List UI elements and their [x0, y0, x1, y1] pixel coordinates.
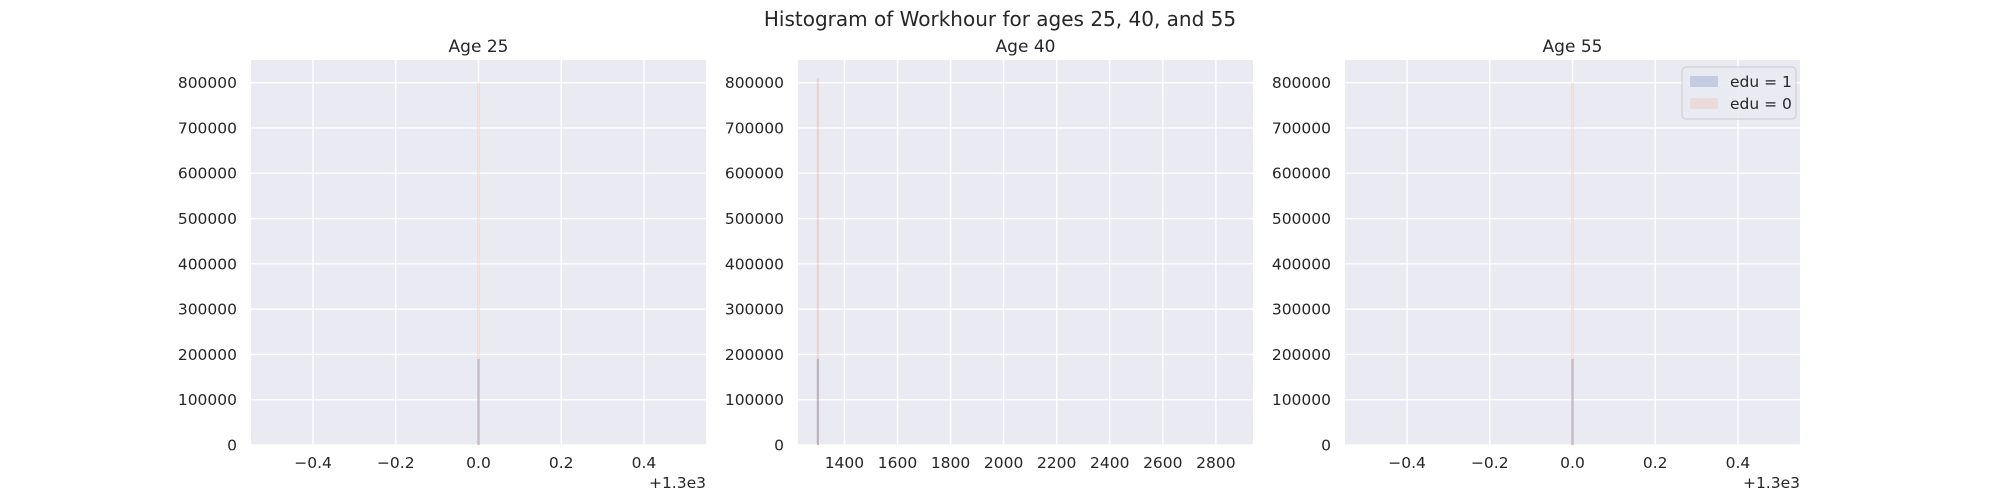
x-tick-label: 0.4 [1726, 454, 1751, 472]
x-tick-label: −0.2 [1471, 454, 1509, 472]
histogram-bar-edu0 [816, 78, 819, 445]
x-tick-label: −0.4 [294, 454, 332, 472]
y-tick-label: 500000 [1272, 210, 1331, 228]
plot-background [798, 60, 1253, 445]
y-tick-label: 0 [774, 437, 784, 455]
y-tick-label: 800000 [725, 74, 784, 92]
histogram-bar-edu1 [1571, 358, 1574, 445]
subplot-age-2: Age 40 0 100000 200000 300000 400000 500000 600… [725, 37, 1253, 472]
legend: edu = 1 edu = 0 [1681, 66, 1797, 120]
y-tick-label: 400000 [1272, 255, 1331, 273]
x-tick-label: 1800 [931, 454, 970, 472]
y-tick-label: 500000 [178, 210, 237, 228]
y-tick-label: 400000 [178, 255, 237, 273]
y-tick-label: 200000 [1272, 346, 1331, 364]
subplot-title: Age 55 [1543, 37, 1603, 57]
x-tick-label: 2600 [1143, 454, 1182, 472]
x-tick-label: 0.0 [1560, 454, 1585, 472]
y-tick-label: 500000 [725, 210, 784, 228]
subplot-title: Age 25 [449, 37, 509, 57]
y-tick-label: 300000 [1272, 301, 1331, 319]
y-tick-label: 600000 [178, 165, 237, 183]
x-tick-label: 2800 [1196, 454, 1235, 472]
y-tick-label: 600000 [725, 165, 784, 183]
y-tick-label: 0 [1321, 437, 1331, 455]
x-tick-label: 1400 [825, 454, 864, 472]
x-offset-label: +1.3e3 [1743, 474, 1800, 492]
y-tick-label: 300000 [725, 301, 784, 319]
subplot-age-1: Age 25 0 100000 200000 300000 400000 500000 600… [178, 37, 706, 492]
x-offset-label: +1.3e3 [649, 474, 706, 492]
y-tick-label: 200000 [725, 346, 784, 364]
subplot-title: Age 40 [996, 37, 1056, 57]
legend-swatch [1690, 98, 1718, 109]
x-tick-label: −0.4 [1388, 454, 1426, 472]
x-tick-label: −0.2 [377, 454, 415, 472]
x-tick-label: 2000 [984, 454, 1023, 472]
x-tick-label: 1600 [878, 454, 917, 472]
x-tick-label: 0.2 [549, 454, 574, 472]
y-tick-label: 100000 [725, 391, 784, 409]
legend-frame [1681, 66, 1797, 120]
y-tick-label: 100000 [1272, 391, 1331, 409]
y-tick-label: 200000 [178, 346, 237, 364]
y-tick-label: 800000 [178, 74, 237, 92]
x-tick-label: 0.2 [1643, 454, 1668, 472]
legend-label: edu = 0 [1730, 95, 1792, 113]
x-tick-label: 0.0 [466, 454, 491, 472]
y-tick-label: 0 [227, 437, 237, 455]
y-tick-label: 600000 [1272, 165, 1331, 183]
legend-label: edu = 1 [1730, 73, 1792, 91]
histogram-bar-edu0 [1571, 82, 1574, 445]
y-tick-label: 400000 [725, 255, 784, 273]
x-tick-label: 0.4 [632, 454, 657, 472]
histogram-bar-edu1 [477, 358, 480, 445]
y-tick-label: 100000 [178, 391, 237, 409]
x-tick-label: 2400 [1090, 454, 1129, 472]
subplot-panels: Age 250100000200000300000400000500000600… [178, 37, 1800, 492]
y-tick-label: 700000 [1272, 119, 1331, 137]
subplot-age-3: Age 55 0 100000 200000 300000 400000 500000 600… [1272, 37, 1800, 492]
y-tick-label: 700000 [725, 119, 784, 137]
histogram-bar-edu1 [816, 358, 819, 445]
y-tick-label: 300000 [178, 301, 237, 319]
y-tick-label: 700000 [178, 119, 237, 137]
y-tick-label: 800000 [1272, 74, 1331, 92]
figure-title: Histogram of Workhour for ages 25, 40, a… [764, 7, 1236, 31]
x-tick-label: 2200 [1037, 454, 1076, 472]
histogram-bar-edu0 [477, 82, 480, 445]
legend-swatch [1690, 76, 1718, 87]
